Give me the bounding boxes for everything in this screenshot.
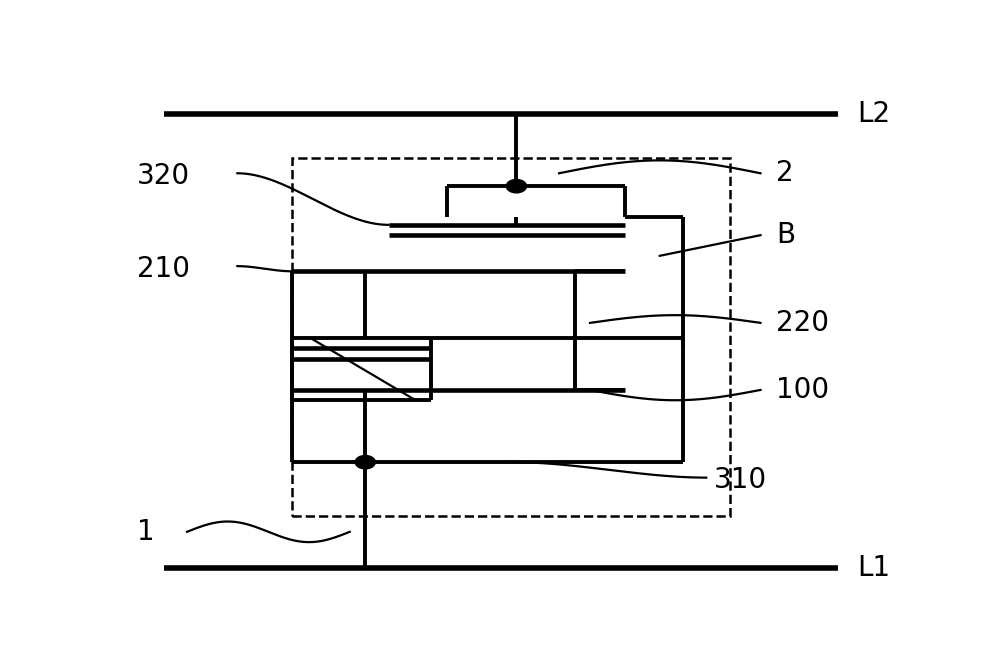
Circle shape xyxy=(355,456,375,469)
Text: L2: L2 xyxy=(857,100,891,128)
Text: 1: 1 xyxy=(137,518,154,546)
Circle shape xyxy=(506,180,526,193)
Text: 100: 100 xyxy=(776,376,829,404)
Text: 210: 210 xyxy=(137,255,190,283)
Text: 220: 220 xyxy=(776,309,829,337)
Text: 320: 320 xyxy=(137,162,190,190)
Bar xyxy=(292,157,730,517)
Text: 310: 310 xyxy=(714,466,767,494)
Text: B: B xyxy=(776,221,795,249)
Text: L1: L1 xyxy=(857,554,891,582)
Text: 2: 2 xyxy=(776,159,794,187)
